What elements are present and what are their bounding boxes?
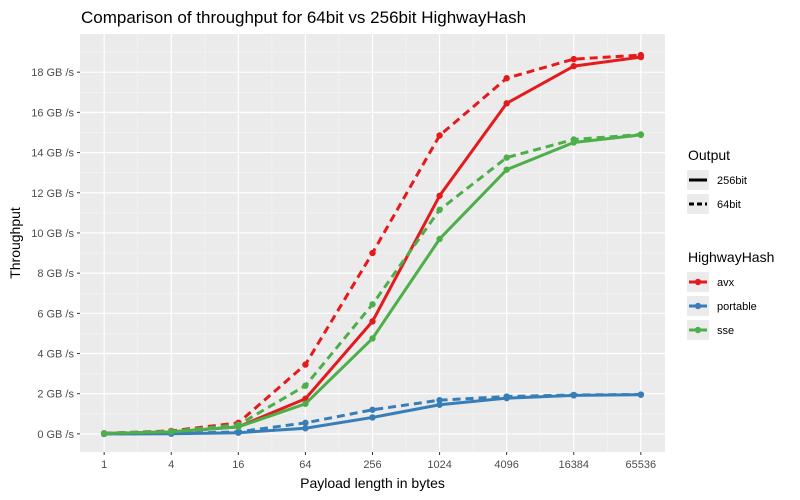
y-tick-label: 18 GB /s: [31, 67, 74, 79]
data-point: [302, 425, 309, 432]
x-tick-label: 256: [363, 459, 381, 471]
y-tick-label: 16 GB /s: [31, 107, 74, 119]
data-point: [570, 62, 577, 70]
legend-label: 64bit: [717, 199, 741, 211]
series-line: [104, 393, 641, 436]
data-point: [503, 100, 510, 107]
x-axis-title: Payload length in bytes: [300, 475, 445, 491]
data-point: [369, 301, 376, 308]
data-point: [302, 382, 309, 389]
data-point: [235, 421, 242, 429]
data-point: [436, 396, 443, 404]
legend-label: 256bit: [717, 175, 747, 187]
data-point: [570, 391, 577, 399]
data-point: [436, 235, 443, 243]
data-point: [637, 131, 645, 138]
legend-output-title: Output: [688, 147, 730, 163]
legend-hash: HighwayHash avx portable sse: [687, 249, 774, 340]
data-point: [302, 419, 309, 427]
x-tick-label: 16: [232, 459, 244, 471]
data-point: [369, 414, 376, 421]
legend-label: sse: [717, 325, 734, 337]
data-point: [570, 136, 577, 143]
data-point: [100, 430, 108, 437]
x-tick-label: 1: [101, 459, 107, 471]
data-point: [369, 249, 376, 257]
y-tick-label: 10 GB /s: [31, 228, 74, 240]
y-axis-title: Throughput: [7, 207, 23, 279]
x-tick-label: 1024: [427, 459, 451, 471]
data-point: [302, 361, 309, 368]
legend-label: portable: [717, 301, 757, 313]
x-tick-label: 4: [168, 459, 174, 471]
data-point: [302, 400, 309, 407]
grid-lines: [80, 34, 665, 452]
series-sse-64bit: [100, 131, 645, 437]
legend-point-key: [694, 302, 702, 310]
y-tick-label: 4 GB /s: [37, 349, 74, 361]
x-tick-label: 4096: [494, 459, 518, 471]
data-point: [436, 401, 443, 408]
data-point: [436, 192, 443, 199]
legend-point-key: [694, 278, 702, 286]
data-point: [503, 166, 510, 173]
x-tick-label: 64: [299, 459, 311, 471]
data-point: [637, 391, 645, 398]
y-tick-label: 14 GB /s: [31, 148, 74, 160]
legend-point-key: [694, 326, 702, 334]
y-tick-label: 2 GB /s: [37, 389, 74, 401]
x-tick-label: 65536: [626, 459, 657, 471]
series-layer: [100, 51, 645, 438]
chart-title: Comparison of throughput for 64bit vs 25…: [81, 8, 526, 27]
y-tick-label: 8 GB /s: [37, 268, 74, 280]
data-point: [570, 55, 577, 63]
data-point: [168, 428, 175, 435]
data-point: [369, 318, 376, 325]
data-point: [436, 132, 443, 139]
legend-output: Output 256bit 64bit: [687, 147, 747, 214]
data-point: [369, 335, 376, 342]
legend-label: avx: [717, 277, 735, 289]
data-point: [235, 428, 242, 436]
y-tick-label: 12 GB /s: [31, 188, 74, 200]
data-point: [369, 406, 376, 413]
data-point: [503, 393, 510, 400]
x-tick-label: 16384: [558, 459, 589, 471]
data-point: [503, 75, 510, 82]
y-tick-label: 0 GB /s: [37, 429, 74, 441]
legend-hash-title: HighwayHash: [688, 249, 774, 265]
data-point: [637, 51, 645, 59]
data-point: [436, 206, 443, 214]
axis-layer: 0 GB /s 2 GB /s 4 GB /s 6 GB /s 8 GB /s 10 GB…: [31, 67, 656, 471]
data-point: [503, 154, 510, 161]
y-tick-label: 6 GB /s: [37, 308, 74, 320]
